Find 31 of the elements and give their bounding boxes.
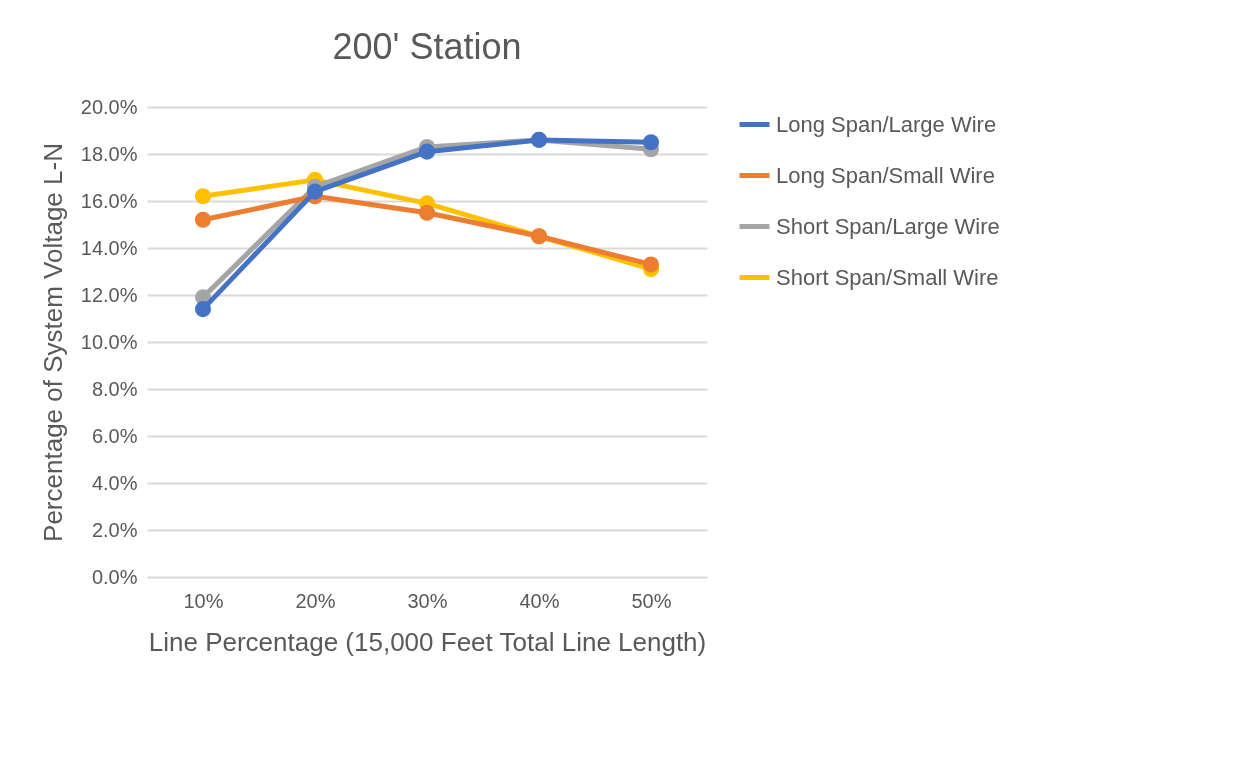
y-tick-label: 10.0% — [80, 330, 138, 353]
legend-label: Short Span/Large Wire — [776, 213, 1000, 239]
x-tick-label: 50% — [631, 589, 672, 612]
point — [194, 211, 212, 228]
point — [194, 301, 212, 318]
point — [418, 143, 436, 160]
legend-label: Long Span/Large Wire — [776, 111, 997, 137]
point — [642, 134, 660, 151]
y-tick-label: 2.0% — [91, 518, 138, 541]
point — [194, 188, 212, 205]
x-tick-label: 30% — [407, 589, 448, 612]
y-tick-label: 0.0% — [91, 565, 138, 588]
y-tick-label: 4.0% — [91, 471, 138, 494]
point — [642, 256, 660, 273]
y-tick-label: 20.0% — [80, 95, 138, 118]
y-tick-label: 12.0% — [80, 283, 138, 306]
legend-label: Short Span/Small Wire — [776, 264, 999, 290]
x-axis-title: Line Percentage (15,000 Feet Total Line Length) — [148, 626, 707, 657]
x-tick-label: 40% — [519, 589, 560, 612]
point — [418, 204, 436, 221]
legend-label: Long Span/Small Wire — [776, 162, 995, 188]
x-tick-label: 20% — [295, 589, 336, 612]
chart-title: 200' Station — [332, 26, 522, 67]
y-tick-label: 14.0% — [80, 236, 138, 259]
y-axis-title: Percentage of System Voltage L-N — [37, 143, 68, 542]
y-tick-label: 8.0% — [91, 377, 138, 400]
point — [306, 183, 324, 200]
x-tick-label: 10% — [183, 589, 224, 612]
y-tick-label: 16.0% — [80, 189, 138, 212]
y-tick-label: 6.0% — [91, 424, 138, 447]
y-tick-label: 18.0% — [80, 142, 138, 165]
